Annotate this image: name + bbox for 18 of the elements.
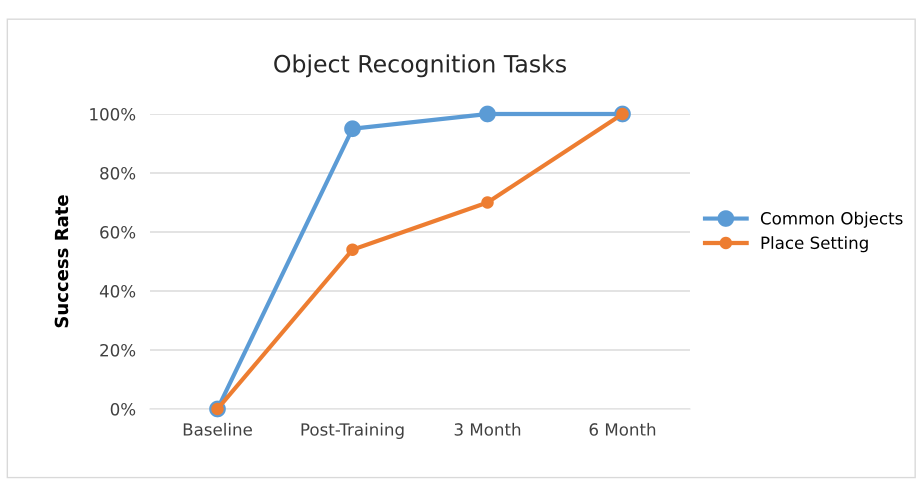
point [481, 196, 494, 209]
x-tick-label: Post-Training [302, 422, 404, 440]
chart-title: Object Recognition Tasks [274, 54, 566, 78]
y-tick-label: 100% [90, 108, 136, 121]
legend-label: Place Setting [762, 236, 868, 252]
y-axis-title: Success Rate [54, 195, 68, 328]
y-tick-label: 60% [100, 226, 136, 239]
y-tick-label: 40% [100, 284, 136, 298]
legend-label: Common Objects [760, 212, 903, 228]
y-tick-label: 20% [100, 344, 136, 357]
x-tick-label: 3 Month [454, 422, 520, 436]
point [344, 120, 361, 138]
point [346, 243, 359, 256]
point [479, 106, 496, 122]
y-tick-label: 0% [110, 402, 136, 416]
x-tick-label: 6 Month [590, 422, 656, 436]
y-tick-label: 80% [100, 166, 136, 180]
x-tick-label: Baseline [184, 422, 252, 436]
